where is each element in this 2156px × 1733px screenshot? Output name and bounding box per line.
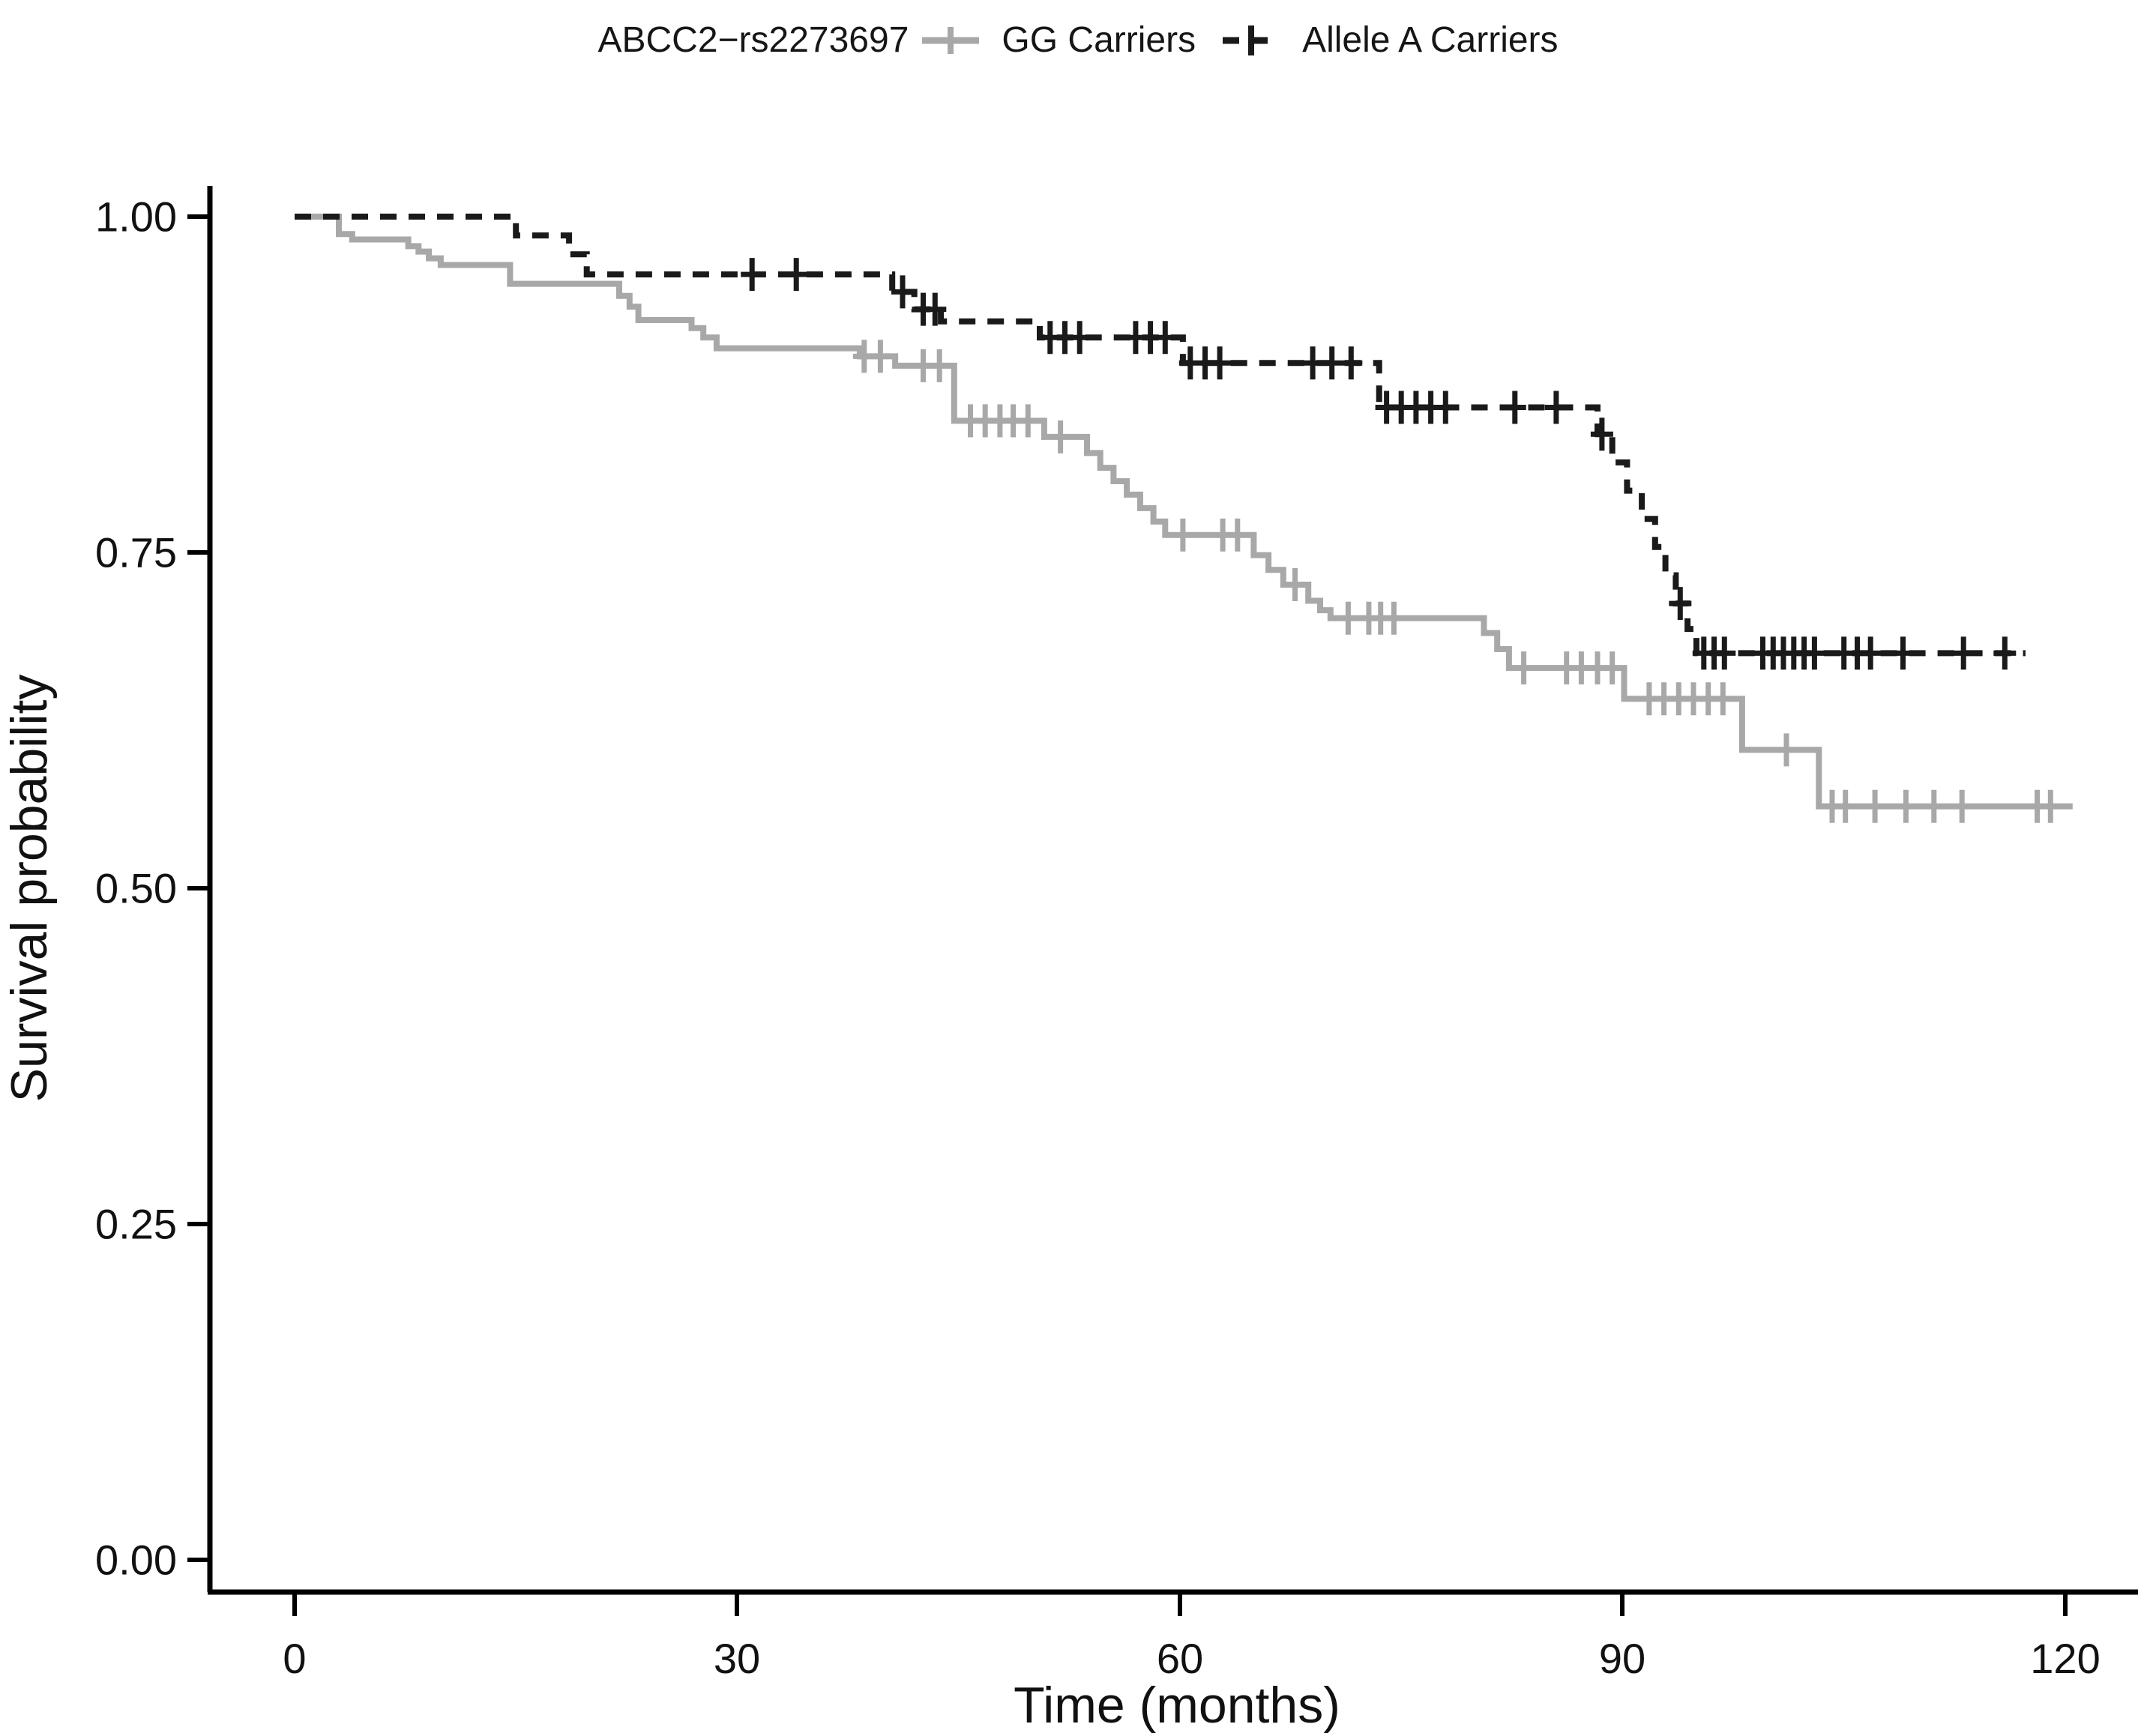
x-tick-label-90: 90: [1599, 1635, 1645, 1682]
curve-allele-a-carriers: [295, 214, 2026, 657]
x-axis-ticks: [292, 1592, 2068, 1616]
x-tick-label-0: 0: [283, 1635, 306, 1682]
survival-curves: [295, 214, 2073, 823]
x-tick-label-60: 60: [1157, 1635, 1203, 1682]
curve-gg-carriers: [295, 214, 2073, 810]
y-axis-ticks: [187, 214, 210, 1562]
y-tick-label-0.00: 0.00: [95, 1537, 177, 1584]
y-tick-label-0.50: 0.50: [95, 865, 177, 912]
y-axis-title: Survival probability: [1, 675, 58, 1103]
x-axis-title: Time (months): [1014, 1677, 1340, 1733]
legend: ABCC2−rs2273697 GG Carriers Allele A Car…: [0, 19, 2156, 61]
censor-marks-allele-a-carriers: [741, 258, 2017, 670]
legend-title: ABCC2−rs2273697: [597, 20, 909, 60]
censor-marks-gg-carriers: [852, 340, 2062, 823]
allele-a-carriers-key-icon: [1223, 25, 1280, 55]
legend-label-allele-a-carriers: Allele A Carriers: [1302, 20, 1559, 60]
legend-label-gg-carriers: GG Carriers: [1002, 20, 1196, 60]
x-tick-label-30: 30: [714, 1635, 760, 1682]
gg-carriers-key-icon: [922, 26, 980, 54]
y-tick-label-0.25: 0.25: [95, 1201, 177, 1248]
y-tick-label-0.75: 0.75: [95, 529, 177, 576]
y-tick-label-1.00: 1.00: [95, 193, 177, 241]
x-tick-label-120: 120: [2030, 1635, 2100, 1682]
